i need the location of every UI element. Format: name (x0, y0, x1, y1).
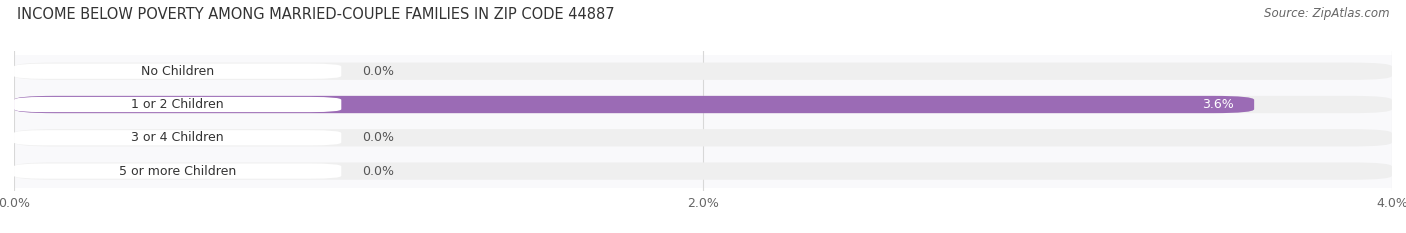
Text: 0.0%: 0.0% (361, 131, 394, 144)
FancyBboxPatch shape (14, 96, 1254, 113)
Text: Source: ZipAtlas.com: Source: ZipAtlas.com (1264, 7, 1389, 20)
FancyBboxPatch shape (14, 63, 1392, 80)
FancyBboxPatch shape (14, 97, 342, 112)
Text: 1 or 2 Children: 1 or 2 Children (131, 98, 224, 111)
Text: 3.6%: 3.6% (1202, 98, 1233, 111)
Text: 0.0%: 0.0% (361, 164, 394, 178)
Text: INCOME BELOW POVERTY AMONG MARRIED-COUPLE FAMILIES IN ZIP CODE 44887: INCOME BELOW POVERTY AMONG MARRIED-COUPL… (17, 7, 614, 22)
FancyBboxPatch shape (14, 130, 342, 145)
FancyBboxPatch shape (14, 64, 342, 79)
FancyBboxPatch shape (14, 88, 1392, 121)
FancyBboxPatch shape (14, 96, 1392, 113)
FancyBboxPatch shape (14, 129, 1392, 147)
FancyBboxPatch shape (14, 164, 342, 179)
Text: 5 or more Children: 5 or more Children (120, 164, 236, 178)
FancyBboxPatch shape (14, 121, 1392, 154)
Text: No Children: No Children (141, 65, 214, 78)
FancyBboxPatch shape (14, 162, 1392, 180)
Text: 0.0%: 0.0% (361, 65, 394, 78)
FancyBboxPatch shape (14, 55, 1392, 88)
FancyBboxPatch shape (14, 154, 1392, 188)
Text: 3 or 4 Children: 3 or 4 Children (131, 131, 224, 144)
